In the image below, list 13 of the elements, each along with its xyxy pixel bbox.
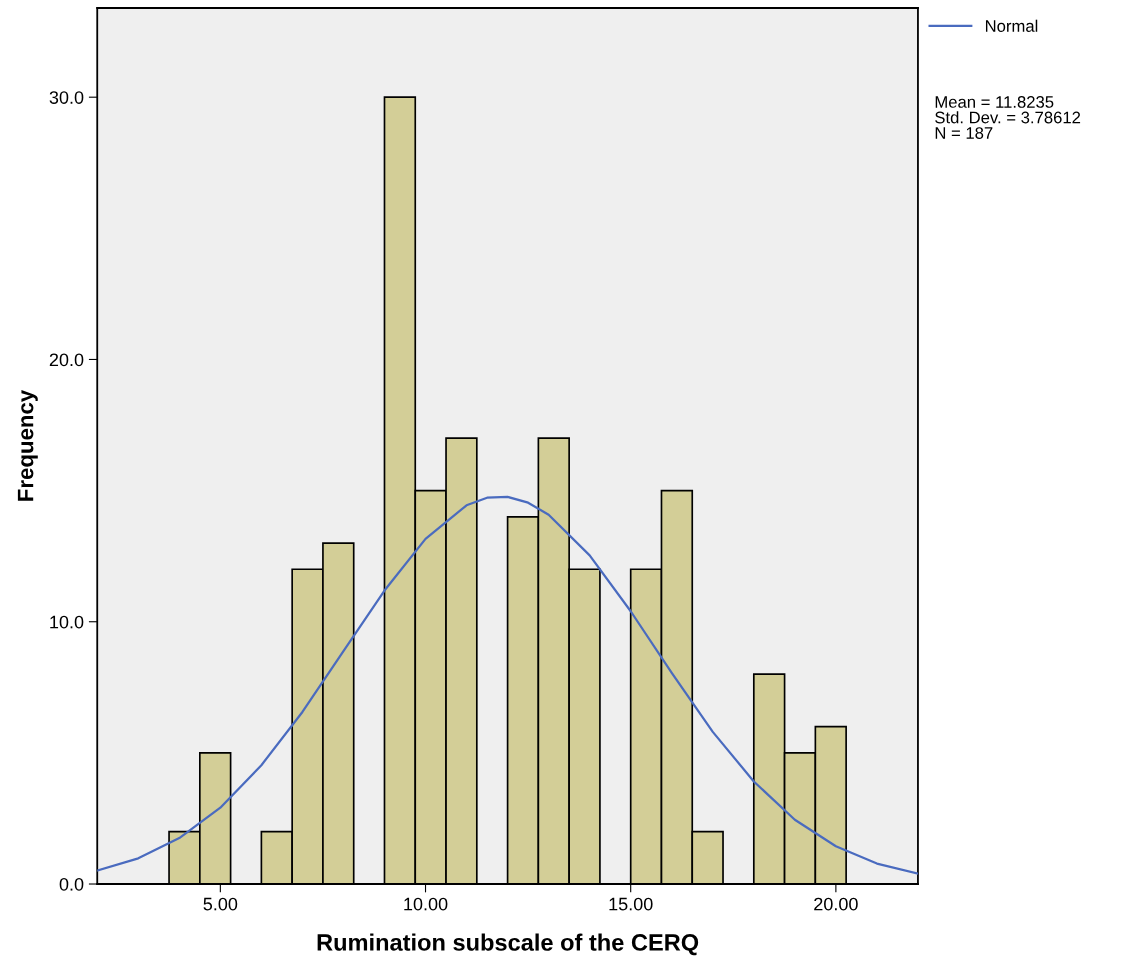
x-axis-title: Rumination subscale of the CERQ <box>317 933 699 956</box>
line-series <box>97 495 918 875</box>
y-tick-label: 0.0 <box>59 877 84 891</box>
y-axis-title: Frequency <box>17 389 38 501</box>
x-tick-label: 5.00 <box>203 897 238 911</box>
y-tick-label: 20.0 <box>49 353 84 367</box>
x-tick-label: 10.00 <box>404 897 448 911</box>
y-tick-label: 10.0 <box>50 615 84 629</box>
legend-label: Normal <box>985 19 1038 32</box>
text: Mean = 11.8235 Std. Dev. = 3.78612 N = 187 <box>935 96 1081 139</box>
x-tick-label: 20.00 <box>814 897 858 911</box>
y-tick-label: 30.0 <box>49 91 84 104</box>
x-tick-label: 15.00 <box>609 897 653 911</box>
